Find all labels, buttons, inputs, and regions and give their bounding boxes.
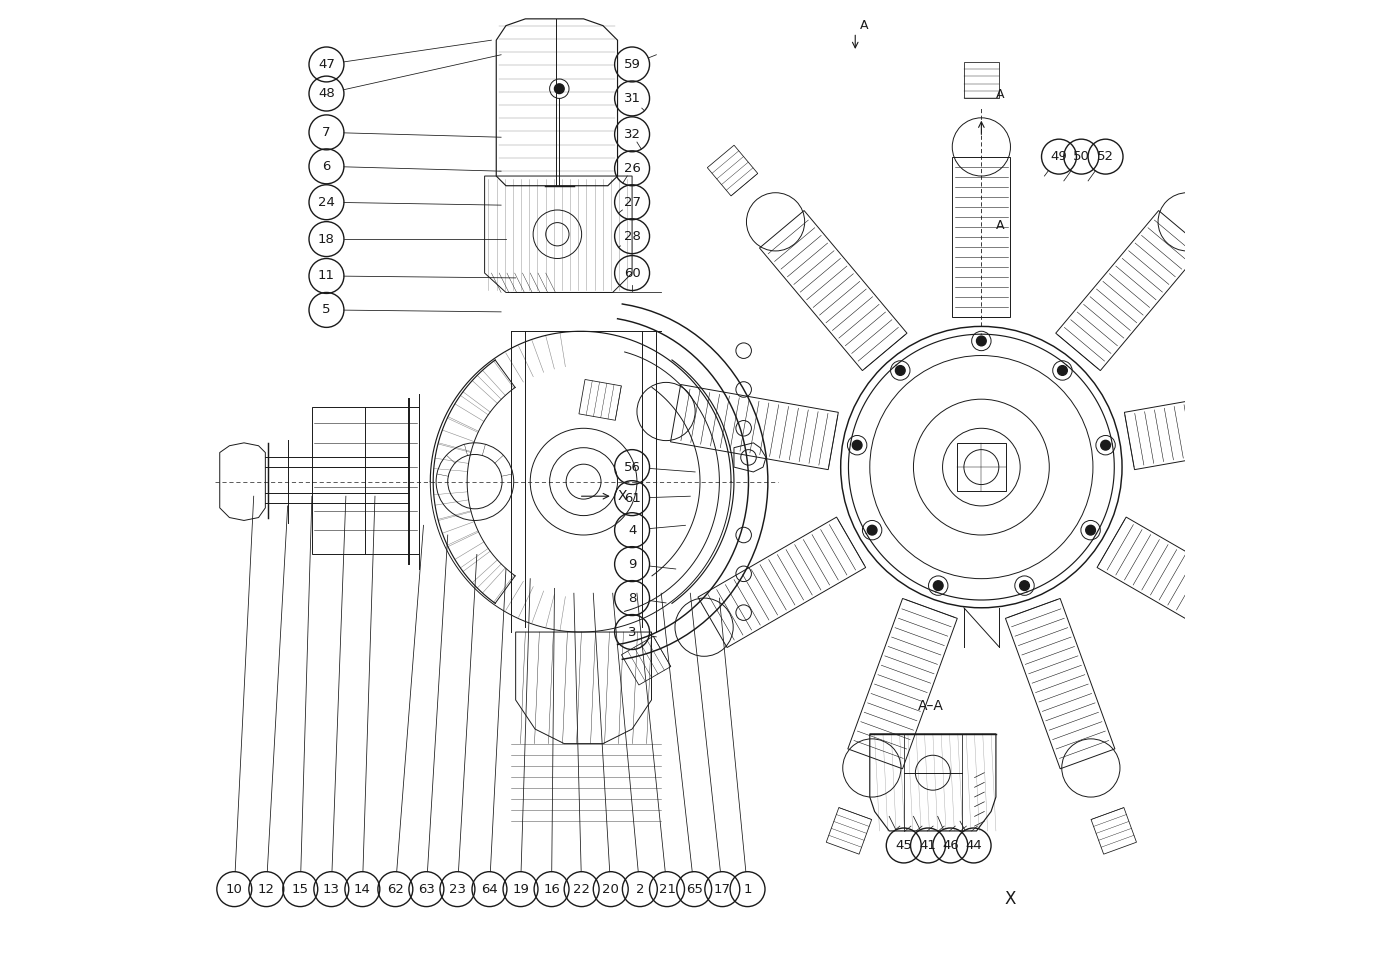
Text: 50: 50 [1072,150,1089,163]
Circle shape [554,84,564,93]
Text: 23: 23 [449,883,466,895]
Text: 8: 8 [627,592,636,604]
Circle shape [977,336,986,345]
Text: 21: 21 [658,883,676,895]
Text: 12: 12 [258,883,274,895]
Text: 15: 15 [291,883,309,895]
Text: 31: 31 [623,91,641,105]
Text: 52: 52 [1098,150,1114,163]
Text: 28: 28 [623,230,641,242]
Circle shape [867,525,876,535]
Text: 49: 49 [1050,150,1067,163]
Text: 26: 26 [623,162,641,175]
Text: 44: 44 [965,839,981,852]
Circle shape [896,366,906,376]
Circle shape [1019,581,1029,591]
Text: 47: 47 [318,58,335,71]
Text: 63: 63 [419,883,435,895]
Text: 27: 27 [623,196,641,209]
Text: 3: 3 [627,626,637,638]
Text: 61: 61 [623,491,641,505]
Text: 56: 56 [623,460,641,474]
Text: A: A [860,18,868,31]
Text: 22: 22 [573,883,591,895]
Text: 14: 14 [354,883,371,895]
Text: 6: 6 [322,160,330,173]
Text: 13: 13 [323,883,340,895]
Circle shape [934,581,944,591]
Text: A: A [995,219,1004,233]
Text: 24: 24 [318,196,335,209]
Text: 59: 59 [623,58,641,71]
Text: 64: 64 [482,883,498,895]
Text: 2: 2 [636,883,644,895]
Text: A: A [995,89,1004,101]
Text: 45: 45 [896,839,913,852]
Text: 5: 5 [322,304,330,316]
Text: 65: 65 [686,883,703,895]
Text: 4: 4 [627,523,636,537]
Text: 19: 19 [512,883,529,895]
Text: 1: 1 [743,883,752,895]
Text: A–A: A–A [918,699,944,712]
Text: 48: 48 [318,87,335,100]
Text: 16: 16 [543,883,560,895]
Text: 10: 10 [225,883,242,895]
Circle shape [1086,525,1095,535]
Text: 11: 11 [318,270,335,282]
Text: 7: 7 [322,126,330,139]
Circle shape [853,441,862,450]
Text: X: X [617,489,627,503]
Circle shape [1100,441,1110,450]
Text: 62: 62 [386,883,403,895]
Text: 60: 60 [624,267,640,279]
Text: 46: 46 [942,839,959,852]
Circle shape [1057,366,1067,376]
Text: 32: 32 [623,127,641,141]
Text: 17: 17 [714,883,731,895]
Text: 20: 20 [602,883,619,895]
Text: 18: 18 [318,233,335,245]
Text: X: X [1005,890,1016,908]
Text: 41: 41 [920,839,937,852]
Text: 9: 9 [627,558,636,570]
Bar [958,443,1005,491]
